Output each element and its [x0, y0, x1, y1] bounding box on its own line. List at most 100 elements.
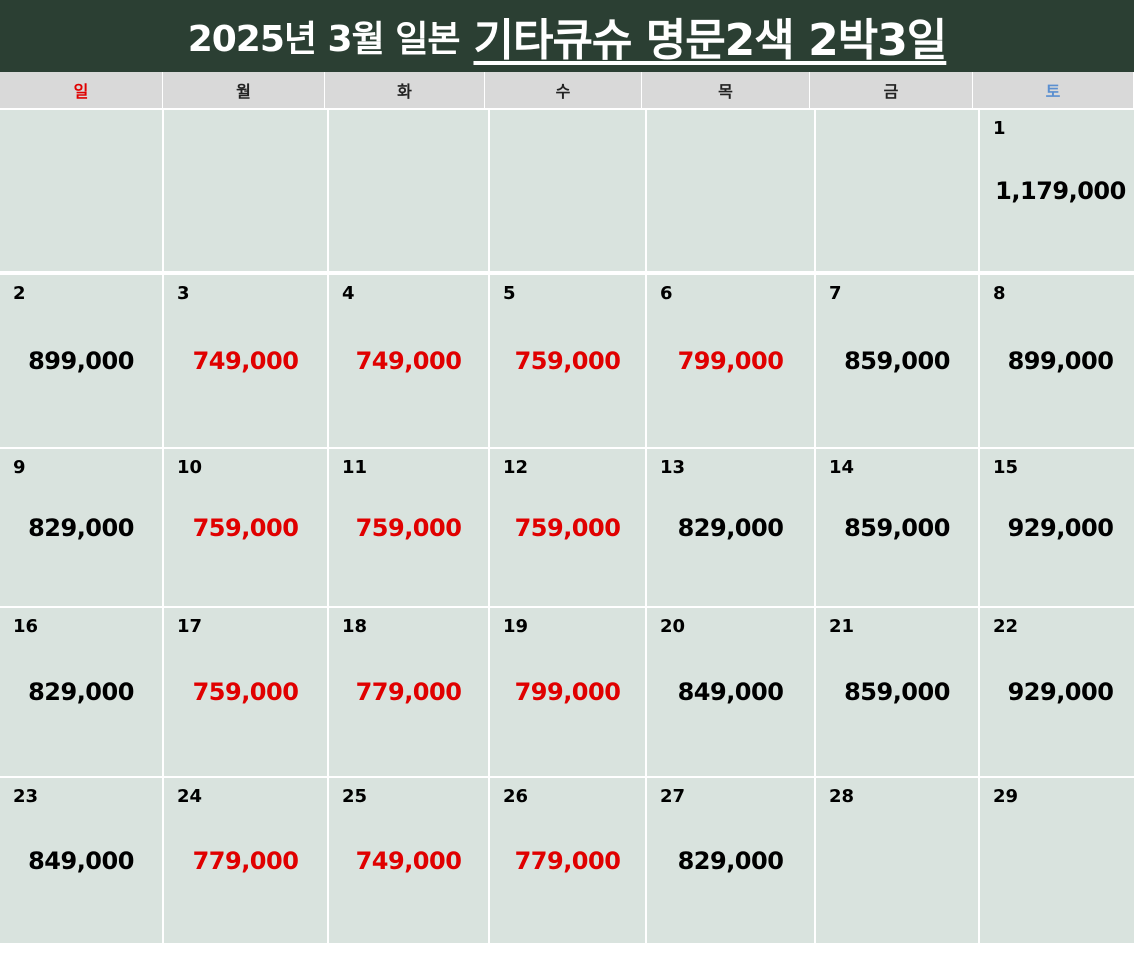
day-price: 779,000 — [514, 846, 621, 875]
calendar-day-cell[interactable]: 19 799,000 — [490, 608, 645, 776]
day-number: 6 — [660, 283, 673, 304]
day-price: 829,000 — [28, 678, 134, 706]
calendar-day-cell[interactable]: 20 849,000 — [647, 608, 814, 776]
day-number: 18 — [342, 616, 368, 637]
day-price: 759,000 — [192, 513, 299, 542]
day-number: 15 — [993, 457, 1019, 478]
calendar-day-cell[interactable]: 13 829,000 — [647, 449, 814, 606]
day-number: 10 — [177, 457, 203, 478]
day-number: 11 — [342, 457, 368, 478]
calendar-day-cell[interactable]: 15 929,000 — [980, 449, 1134, 606]
calendar-day-cell[interactable]: 17 759,000 — [164, 608, 327, 776]
day-price: 759,000 — [192, 678, 299, 706]
calendar-day-cell[interactable]: 11 759,000 — [329, 449, 488, 606]
day-price: 759,000 — [514, 347, 621, 375]
empty-day-cell — [816, 110, 978, 271]
day-price: 759,000 — [514, 513, 621, 542]
day-number: 21 — [829, 616, 855, 637]
calendar-day-cell[interactable]: 24 779,000 — [164, 778, 327, 943]
calendar-day-cell[interactable]: 10 759,000 — [164, 449, 327, 606]
weekday-thu: 목 — [642, 72, 810, 108]
day-price: 929,000 — [1007, 678, 1114, 706]
calendar-day-cell[interactable]: 1 1,179,000 — [980, 110, 1134, 271]
empty-day-cell — [647, 110, 814, 271]
calendar-day-cell[interactable]: 26 779,000 — [490, 778, 645, 943]
empty-day-cell — [164, 110, 327, 271]
calendar-day-cell[interactable]: 12 759,000 — [490, 449, 645, 606]
title-prefix: 2025년 3월 일본 — [187, 19, 461, 60]
day-number: 5 — [503, 283, 516, 304]
day-number: 27 — [660, 786, 686, 807]
day-number: 2 — [13, 283, 26, 304]
calendar-day-cell[interactable]: 3 749,000 — [164, 275, 327, 447]
day-price: 849,000 — [28, 846, 134, 875]
day-price: 829,000 — [677, 846, 784, 875]
day-number: 25 — [342, 786, 368, 807]
weekday-tue: 화 — [325, 72, 485, 108]
day-price: 799,000 — [677, 347, 784, 375]
calendar-day-cell[interactable]: 8 899,000 — [980, 275, 1134, 447]
day-price: 749,000 — [355, 347, 462, 375]
calendar-day-cell[interactable]: 6 799,000 — [647, 275, 814, 447]
weekday-mon: 월 — [163, 72, 325, 108]
day-number: 3 — [177, 283, 190, 304]
empty-day-cell — [329, 110, 488, 271]
calendar-day-cell[interactable]: 28 — [816, 778, 978, 943]
day-number: 19 — [503, 616, 529, 637]
day-number: 14 — [829, 457, 855, 478]
day-number: 9 — [13, 457, 26, 478]
calendar-day-cell[interactable]: 9 829,000 — [0, 449, 162, 606]
day-price: 859,000 — [844, 347, 950, 375]
day-number: 17 — [177, 616, 203, 637]
day-price: 1,179,000 — [995, 176, 1126, 205]
day-price: 799,000 — [514, 678, 621, 706]
day-number: 24 — [177, 786, 203, 807]
day-number: 22 — [993, 616, 1019, 637]
day-number: 29 — [993, 786, 1019, 807]
day-number: 16 — [13, 616, 39, 637]
weekday-fri: 금 — [810, 72, 973, 108]
day-number: 12 — [503, 457, 529, 478]
calendar-day-cell[interactable]: 18 779,000 — [329, 608, 488, 776]
weekday-sat: 토 — [973, 72, 1134, 108]
day-price: 829,000 — [28, 513, 134, 542]
day-price: 929,000 — [1007, 513, 1114, 542]
empty-day-cell — [490, 110, 645, 271]
day-price: 849,000 — [677, 678, 784, 706]
calendar-day-cell[interactable]: 23 849,000 — [0, 778, 162, 943]
day-number: 4 — [342, 283, 355, 304]
day-number: 8 — [993, 283, 1006, 304]
calendar-day-cell[interactable]: 4 749,000 — [329, 275, 488, 447]
calendar-day-cell[interactable]: 7 859,000 — [816, 275, 978, 447]
day-number: 1 — [993, 118, 1006, 139]
day-price: 859,000 — [844, 513, 950, 542]
title-main: 기타큐슈 명문2색 2박3일 — [473, 15, 947, 66]
calendar-day-cell[interactable]: 2 899,000 — [0, 275, 162, 447]
day-price: 779,000 — [192, 846, 299, 875]
day-price: 829,000 — [677, 513, 784, 542]
weekday-sun: 일 — [0, 72, 163, 108]
calendar-day-cell[interactable]: 16 829,000 — [0, 608, 162, 776]
day-price: 749,000 — [355, 846, 462, 875]
calendar-grid: 1 1,179,000 2 899,000 3 749,000 4 749,000 5 759,0… — [0, 110, 1134, 943]
day-price: 859,000 — [844, 678, 950, 706]
calendar-day-cell[interactable]: 22 929,000 — [980, 608, 1134, 776]
day-price: 759,000 — [355, 513, 462, 542]
empty-day-cell — [0, 110, 162, 271]
day-number: 20 — [660, 616, 686, 637]
day-price: 899,000 — [28, 347, 134, 375]
day-number: 26 — [503, 786, 529, 807]
day-number: 7 — [829, 283, 842, 304]
calendar-day-cell[interactable]: 5 759,000 — [490, 275, 645, 447]
calendar-day-cell[interactable]: 27 829,000 — [647, 778, 814, 943]
day-price: 749,000 — [192, 347, 299, 375]
day-price: 779,000 — [355, 678, 462, 706]
day-price: 899,000 — [1007, 347, 1114, 375]
calendar-day-cell[interactable]: 25 749,000 — [329, 778, 488, 943]
calendar-title: 2025년 3월 일본 기타큐슈 명문2색 2박3일 — [0, 0, 1134, 72]
calendar-day-cell[interactable]: 21 859,000 — [816, 608, 978, 776]
calendar-day-cell[interactable]: 29 — [980, 778, 1134, 943]
day-number: 28 — [829, 786, 855, 807]
weekday-header: 일 월 화 수 목 금 토 — [0, 72, 1134, 108]
calendar-day-cell[interactable]: 14 859,000 — [816, 449, 978, 606]
